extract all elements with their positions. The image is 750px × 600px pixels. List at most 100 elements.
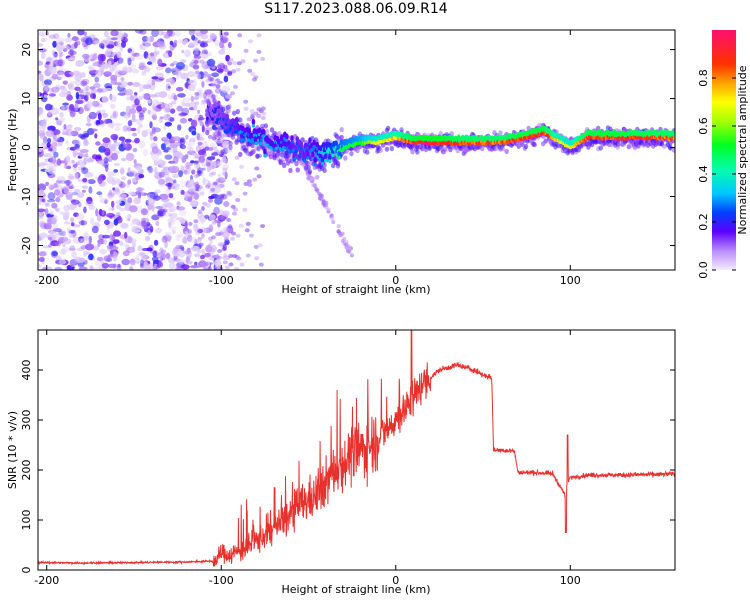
spectral-blob bbox=[231, 60, 237, 65]
spectral-blob bbox=[170, 212, 178, 219]
spectral-blob bbox=[596, 125, 601, 131]
spectral-blob bbox=[48, 148, 53, 152]
spectral-blob bbox=[149, 55, 157, 64]
spectral-blob bbox=[235, 67, 241, 72]
spectral-blob bbox=[67, 83, 73, 89]
snr-ylabel: SNR (10 * v/v) bbox=[6, 411, 19, 489]
spectral-blob bbox=[209, 239, 213, 244]
spectral-blob bbox=[211, 80, 217, 88]
spectral-blob bbox=[315, 188, 320, 193]
spectral-blob bbox=[193, 174, 199, 179]
spectral-blob bbox=[196, 87, 203, 94]
spectral-blob bbox=[189, 137, 196, 143]
spectral-blob bbox=[193, 53, 199, 58]
spectral-blob bbox=[214, 259, 222, 267]
spectral-blob bbox=[205, 184, 211, 189]
spectral-blob bbox=[201, 233, 205, 239]
spectral-blob bbox=[92, 62, 99, 67]
spectral-blob bbox=[193, 160, 200, 164]
spectral-blob bbox=[672, 131, 675, 139]
spectral-blob bbox=[133, 95, 138, 100]
spectral-blob bbox=[85, 122, 92, 127]
spectral-blob bbox=[231, 231, 236, 236]
spectral-blob bbox=[197, 109, 201, 115]
spectral-blob bbox=[326, 149, 330, 154]
spectral-blob bbox=[236, 256, 242, 261]
spectral-blob bbox=[235, 109, 240, 115]
spectral-blob bbox=[86, 251, 90, 255]
spectral-blob bbox=[616, 141, 622, 147]
spectral-blob bbox=[671, 147, 675, 153]
spectral-blob bbox=[143, 224, 149, 231]
spectral-blob bbox=[106, 227, 110, 234]
spectral-blob bbox=[315, 174, 320, 180]
spectral-blob bbox=[151, 79, 156, 86]
spectral-blob bbox=[202, 177, 207, 185]
spectral-blob bbox=[151, 126, 156, 135]
spectral-blob bbox=[331, 153, 335, 158]
spectral-blob bbox=[180, 189, 185, 195]
spectral-blob bbox=[320, 161, 325, 166]
spectral-blob bbox=[79, 154, 87, 158]
snr-ytick-label: 100 bbox=[20, 510, 33, 531]
spectral-blob bbox=[190, 265, 199, 269]
spectral-blob bbox=[234, 116, 239, 124]
spectral-blob bbox=[208, 172, 214, 177]
spectral-blob bbox=[313, 157, 317, 164]
spectrogram-xlabel: Height of straight line (km) bbox=[281, 283, 430, 296]
spectral-blob bbox=[108, 207, 113, 211]
spectral-blob bbox=[38, 257, 45, 262]
spectral-blob bbox=[136, 105, 143, 112]
spectral-blob bbox=[163, 201, 168, 206]
spectral-blob bbox=[191, 130, 197, 136]
spectral-blob bbox=[53, 33, 60, 39]
spectral-blob bbox=[217, 60, 223, 66]
spectral-blob bbox=[188, 221, 193, 226]
spectral-blob bbox=[49, 87, 54, 95]
spectral-blob bbox=[230, 91, 235, 96]
spectral-blob bbox=[199, 191, 205, 196]
spectral-blob bbox=[38, 263, 42, 268]
spectral-blob bbox=[152, 103, 156, 111]
spectral-blob bbox=[245, 253, 251, 258]
spectral-blob bbox=[260, 116, 266, 120]
spectral-blob bbox=[124, 138, 132, 143]
spectral-blob bbox=[90, 73, 96, 78]
spectral-blob bbox=[134, 98, 140, 106]
spectral-blob bbox=[97, 176, 103, 184]
spectral-blob bbox=[38, 183, 46, 191]
spectral-blob bbox=[107, 144, 117, 152]
spectral-blob bbox=[247, 68, 253, 73]
spectral-blob bbox=[124, 231, 128, 239]
spectral-blob bbox=[153, 239, 159, 246]
spectral-blob bbox=[71, 36, 79, 42]
spectral-blob bbox=[177, 258, 185, 264]
spectral-blob bbox=[89, 86, 96, 90]
spectral-blob bbox=[104, 50, 111, 57]
spectral-blob bbox=[543, 138, 548, 144]
spectral-blob bbox=[55, 84, 61, 90]
spectral-blob bbox=[194, 261, 198, 266]
spectral-blob bbox=[92, 245, 100, 251]
spectral-blob bbox=[194, 92, 200, 96]
spectral-blob bbox=[303, 159, 307, 163]
spectral-blob bbox=[168, 217, 174, 224]
spectral-blob bbox=[253, 58, 259, 63]
spectral-blob bbox=[149, 191, 159, 200]
spectral-blob bbox=[140, 217, 146, 221]
snr-xtick-label: -100 bbox=[209, 574, 234, 587]
spectral-blob bbox=[349, 151, 354, 157]
spectral-blob bbox=[68, 175, 75, 180]
spectral-blob bbox=[96, 191, 103, 196]
spectral-blob bbox=[178, 39, 184, 44]
spectral-blob bbox=[121, 41, 126, 48]
spectral-blob bbox=[62, 102, 69, 106]
spectral-blob bbox=[158, 261, 164, 268]
spectral-blob bbox=[109, 233, 114, 242]
spectral-blob bbox=[216, 64, 223, 69]
spectral-blob bbox=[324, 158, 328, 163]
spectral-blob bbox=[149, 225, 154, 233]
colorbar-tick-label: 0.8 bbox=[697, 69, 710, 87]
spectral-blob bbox=[219, 112, 223, 119]
spectral-blob bbox=[169, 40, 174, 46]
